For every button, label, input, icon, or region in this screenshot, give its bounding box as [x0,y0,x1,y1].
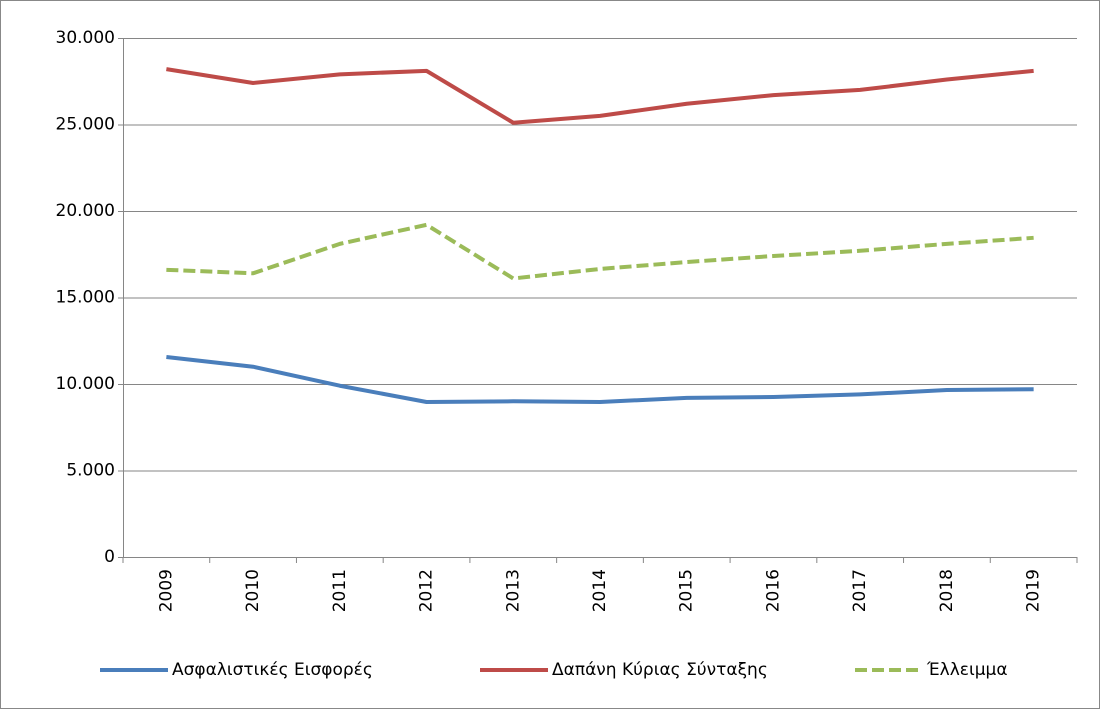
x-tick-label: 2011 [330,569,350,612]
x-tick-label: 2010 [243,569,263,612]
x-tick-label: 2009 [156,569,176,612]
x-tick-label: 2015 [677,569,697,612]
line-series [166,222,1034,281]
x-tick-label: 2013 [503,569,523,612]
y-tick-label: 20.000 [56,201,115,221]
x-tick-label: 2018 [937,569,957,612]
y-tick-label: 15.000 [56,288,115,308]
x-tick-label: 2017 [850,569,870,612]
line-series [166,67,1034,125]
x-tick-label: 2014 [590,569,610,612]
legend-label: Έλλειμμα [926,660,1008,680]
legend-label: Δαπάνη Κύριας Σύνταξης [552,660,768,680]
line-series [166,355,1034,404]
y-tick-label: 10.000 [56,374,115,394]
y-tick-label: 0 [104,547,115,567]
y-tick-label: 30.000 [56,28,115,48]
y-tick-label: 5.000 [66,461,115,481]
legend-label: Ασφαλιστικές Εισφορές [172,660,373,680]
y-tick-label: 25.000 [56,115,115,135]
x-tick-label: 2019 [1024,569,1044,612]
x-tick-label: 2012 [417,569,437,612]
x-tick-label: 2016 [763,569,783,612]
